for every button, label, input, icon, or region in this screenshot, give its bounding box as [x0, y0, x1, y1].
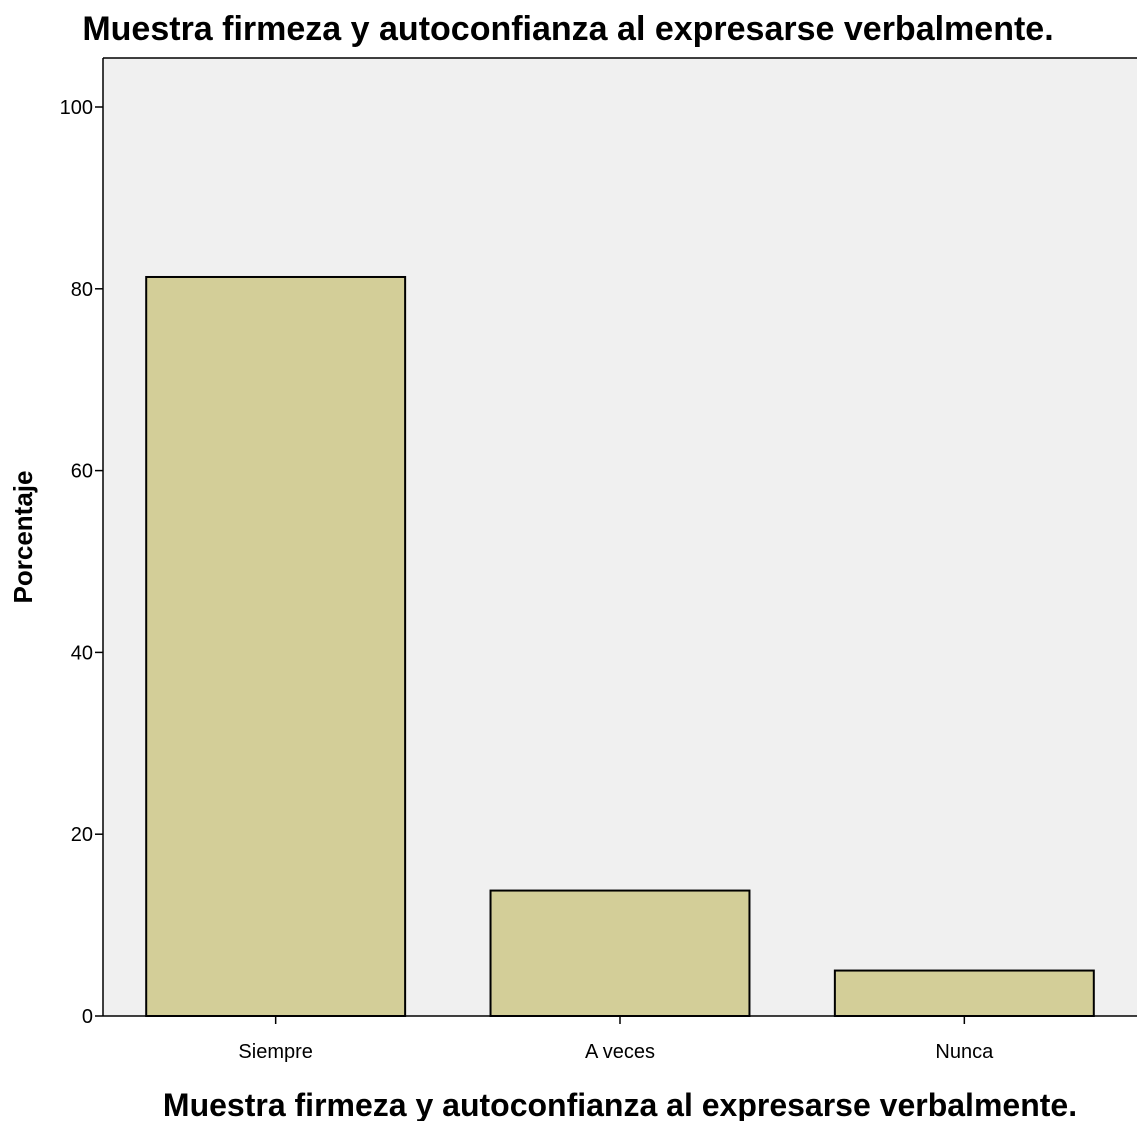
- x-ticks: Siempre A veces Nunca: [238, 1016, 994, 1063]
- bar-a-veces: [489, 889, 751, 1017]
- y-tick-label: 60: [71, 461, 93, 483]
- chart-title: Muestra firmeza y autoconfianza al expre…: [82, 10, 1053, 48]
- y-tick-label: 80: [71, 279, 93, 301]
- x-tick-label: Nunca: [935, 1041, 994, 1063]
- x-tick-label: Siempre: [238, 1041, 312, 1063]
- y-tick-label: 0: [82, 1006, 93, 1028]
- bar-siempre: [145, 275, 407, 1018]
- bar-nunca: [833, 969, 1095, 1017]
- y-tick-label: 40: [71, 642, 93, 664]
- x-tick-label: A veces: [585, 1041, 655, 1063]
- y-tick-label: 20: [71, 824, 93, 846]
- y-axis-label: Porcentaje: [8, 471, 38, 604]
- y-tick-label: 100: [60, 97, 93, 119]
- x-axis-label: Muestra firmeza y autoconfianza al expre…: [163, 1087, 1077, 1121]
- y-ticks: 0 20 40 60 80 100: [60, 97, 103, 1028]
